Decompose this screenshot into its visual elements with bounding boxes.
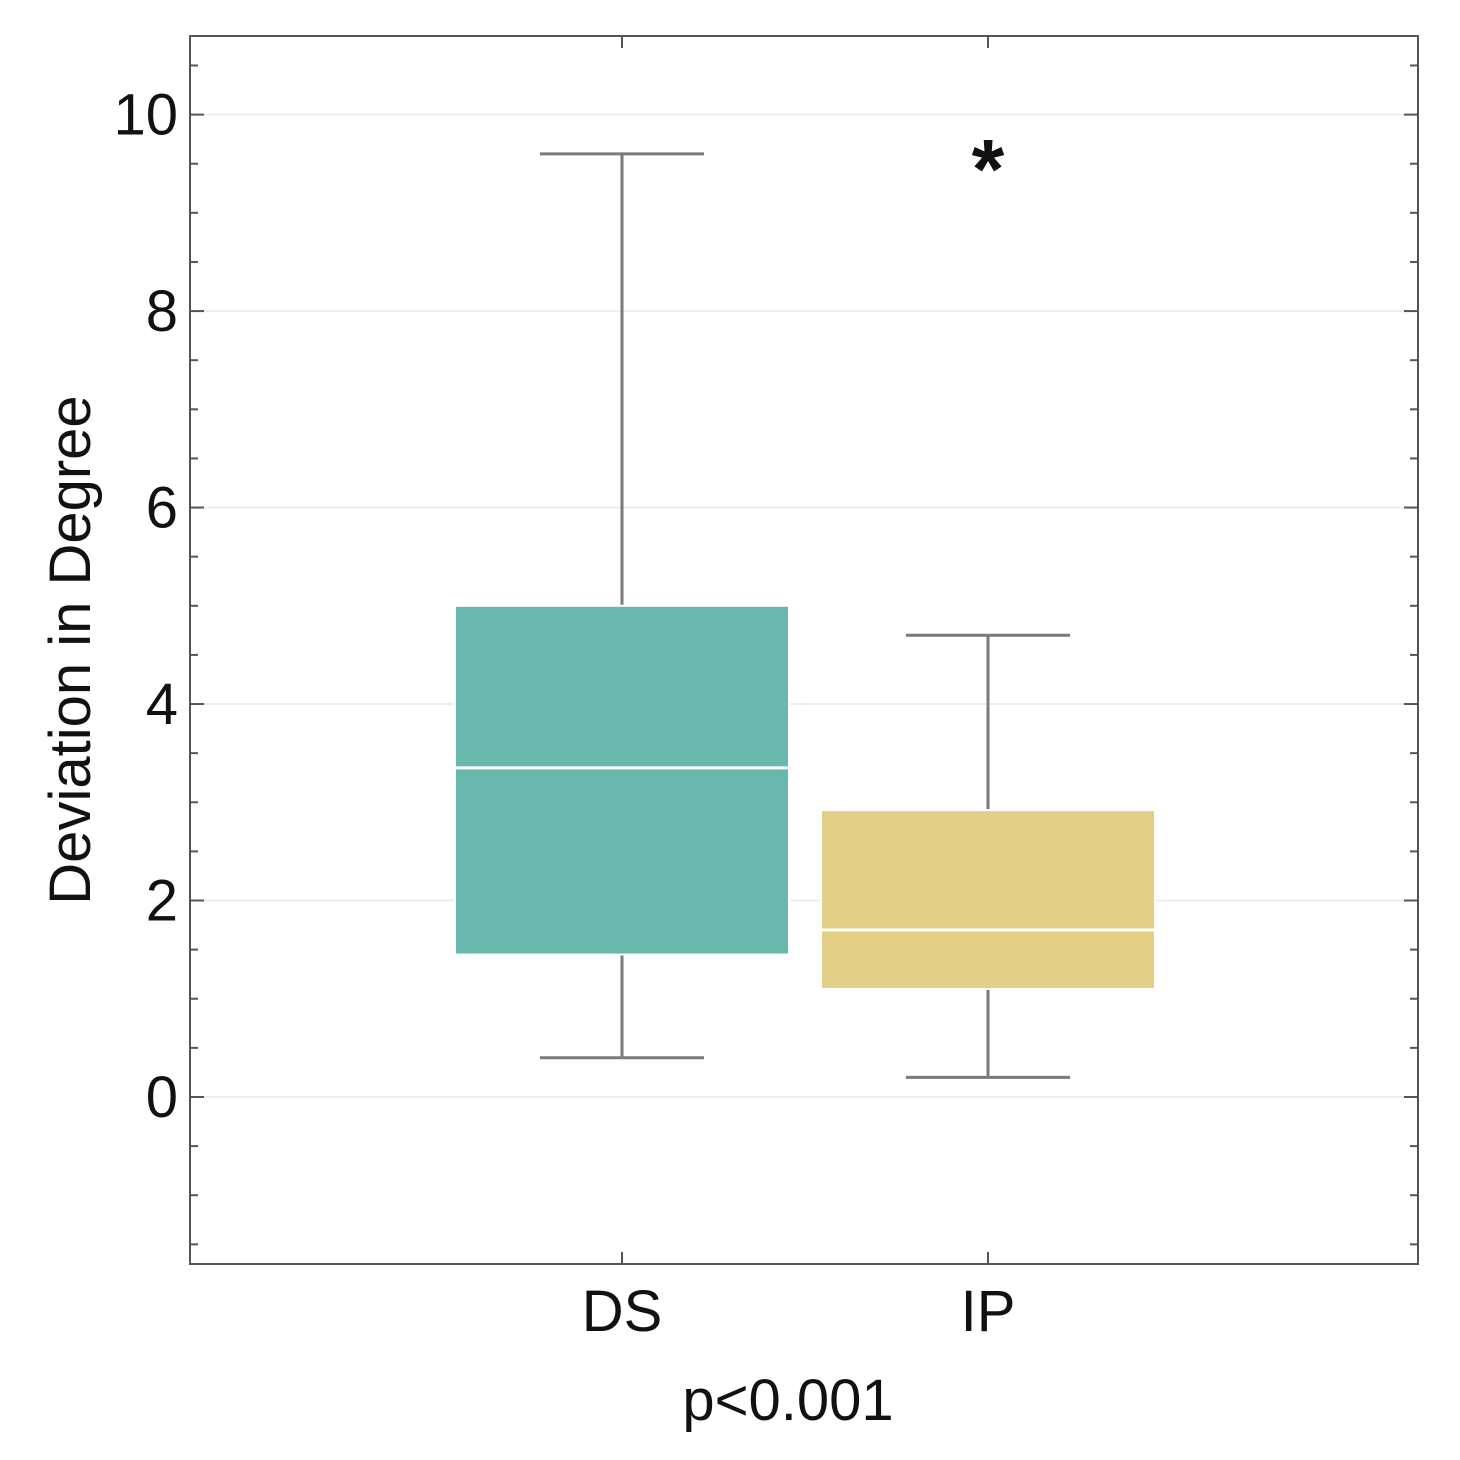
plot-frame	[189, 35, 1419, 1265]
box-ds	[454, 604, 790, 956]
x-axis-label: p<0.001	[682, 1368, 893, 1433]
y-tick-label: 6	[146, 476, 178, 541]
tick-layer	[190, 36, 1418, 1264]
x-category-label-ip: IP	[961, 1279, 1016, 1344]
y-tick-label: 4	[146, 672, 178, 737]
grid-layer	[190, 113, 1418, 1098]
label-layer: 0 2 4 6 8 10 DS IP	[113, 83, 1015, 1344]
y-tick-label: 8	[146, 279, 178, 344]
x-category-label-ds: DS	[582, 1279, 663, 1344]
y-tick-label: 10	[113, 83, 178, 148]
y-axis-label: Deviation in Degree	[38, 395, 103, 904]
y-tick-label: 2	[146, 869, 178, 934]
box-ip	[820, 809, 1156, 990]
box-layer: *	[454, 122, 1156, 1079]
outlier-marker-ip: *	[972, 122, 1005, 216]
y-tick-label: 0	[146, 1065, 178, 1130]
